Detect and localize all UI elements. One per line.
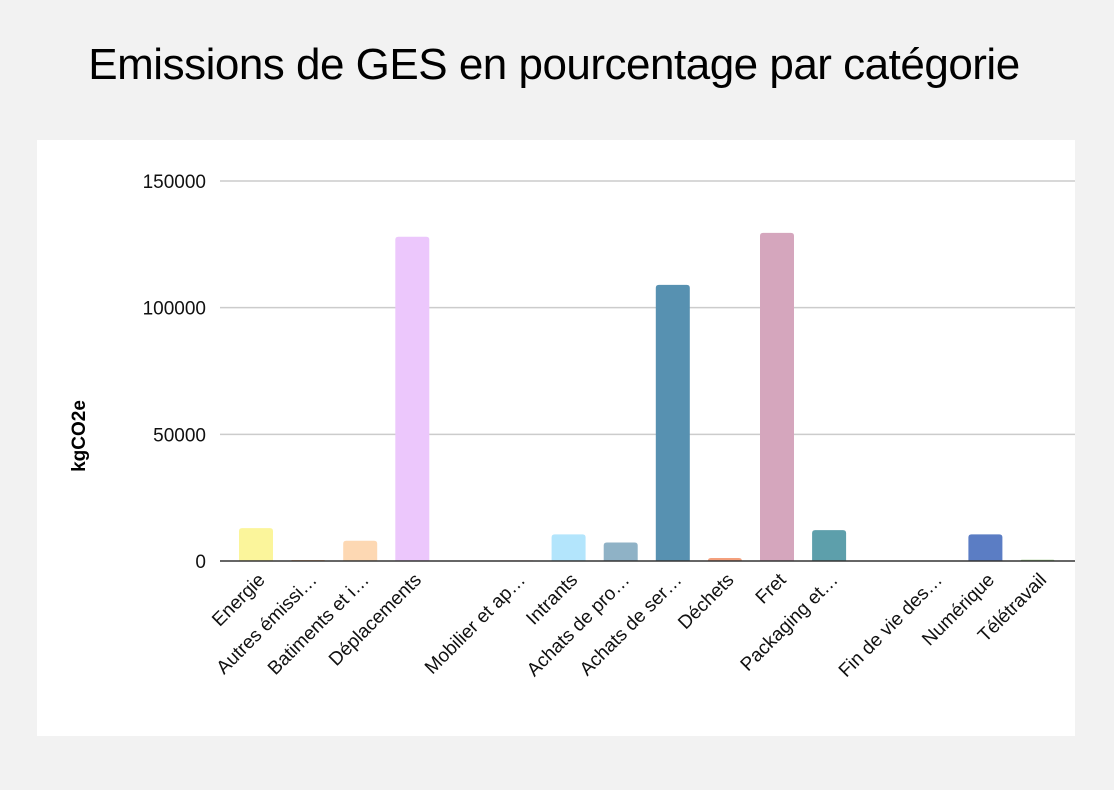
chart-title: Emissions de GES en pourcentage par caté… bbox=[88, 40, 1020, 89]
bar bbox=[707, 557, 742, 561]
chart-panel: 0 50000 100000 150000 Energie Autres émissi…… bbox=[37, 140, 1075, 736]
bar bbox=[812, 530, 847, 561]
x-tick-label: Mobilier et ap… bbox=[421, 570, 530, 679]
gridlines bbox=[220, 180, 1075, 436]
bar bbox=[551, 534, 586, 561]
y-tick-label: 150000 bbox=[143, 172, 206, 193]
x-tick-label: Déplacements bbox=[325, 570, 426, 671]
y-tick-label: 0 bbox=[195, 552, 206, 573]
bar bbox=[760, 232, 794, 561]
bar bbox=[655, 284, 690, 561]
bar bbox=[968, 534, 1003, 561]
x-tick-label: Déchets bbox=[674, 570, 738, 634]
bar bbox=[343, 540, 378, 561]
x-tick-label: Fret bbox=[752, 569, 791, 608]
x-tick-label: Packaging et… bbox=[737, 570, 843, 676]
y-axis-label: kgCO2e bbox=[69, 400, 90, 472]
y-tick-labels: 0 50000 100000 150000 bbox=[143, 172, 206, 573]
y-tick-label: 100000 bbox=[143, 299, 206, 320]
bars bbox=[239, 232, 1055, 561]
bar bbox=[239, 528, 273, 561]
bar bbox=[395, 236, 430, 561]
y-tick-label: 50000 bbox=[153, 425, 206, 446]
bar bbox=[603, 542, 638, 561]
